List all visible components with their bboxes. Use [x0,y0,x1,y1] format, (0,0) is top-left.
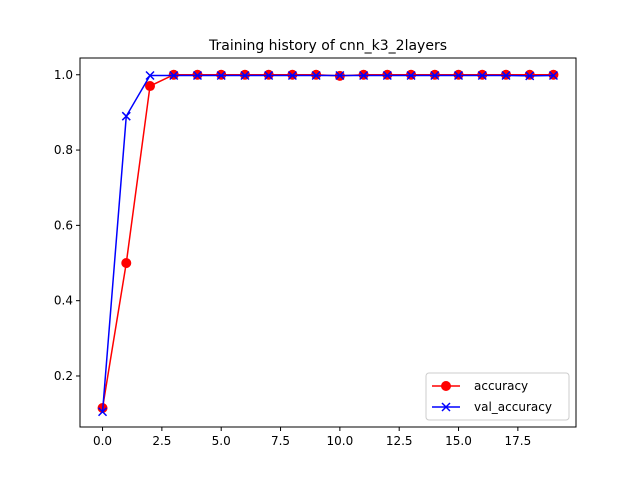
point-val_accuracy [430,70,440,81]
series-line-val_accuracy [101,74,554,412]
point-val_accuracy [121,111,131,121]
point-val_accuracy [169,70,179,81]
x-tick-label: 0.0 [93,434,112,448]
point-val_accuracy [406,70,416,81]
point-val_accuracy [335,70,345,81]
x-tick-label: 12.5 [386,434,413,448]
x-tick-label: 15.0 [445,434,472,448]
series-layer [97,69,559,417]
x-tick-label: 7.5 [271,434,290,448]
point-val_accuracy [192,70,203,81]
x-tick-label: 17.5 [504,434,531,448]
y-tick-label: 0.2 [54,369,73,383]
x-tick-label: 2.5 [152,434,171,448]
y-axis: 0.2 0.4 0.6 0.8 1.0 [54,68,80,383]
point-val_accuracy [525,71,535,81]
x-axis: 0.0 2.5 5.0 7.5 10.0 12.5 15.0 17.5 [93,427,531,448]
y-tick-label: 0.8 [54,143,73,157]
point-val_accuracy [240,70,250,81]
point-val_accuracy [287,70,297,81]
point-accuracy [524,69,535,80]
point-val_accuracy [453,70,464,81]
plot-frame [79,57,577,428]
point-val_accuracy [264,70,274,81]
legend-marker-val_accuracy [441,402,451,412]
point-val_accuracy [145,70,155,81]
point-val_accuracy [382,70,392,81]
legend-label-accuracy: accuracy [474,379,528,393]
point-val_accuracy [216,70,226,81]
y-tick-label: 0.4 [54,294,73,308]
chart-title: Training history of cnn_k3_2layers [208,38,447,54]
y-tick-label: 0.6 [54,218,73,232]
point-accuracy [145,81,156,92]
point-val_accuracy [477,70,487,81]
x-tick-label: 5.0 [212,434,231,448]
x-tick-label: 10.0 [327,434,354,448]
legend-box [425,372,570,421]
point-val_accuracy [311,70,321,81]
point-val_accuracy [98,407,108,417]
legend: accuracy val_accuracy [425,372,570,421]
point-val_accuracy [548,70,558,81]
point-val_accuracy [359,70,369,81]
legend-marker-accuracy [441,381,451,391]
point-val_accuracy [501,70,511,81]
legend-label-val_accuracy: val_accuracy [474,400,552,414]
point-accuracy [121,258,132,269]
y-tick-label: 1.0 [54,68,73,82]
